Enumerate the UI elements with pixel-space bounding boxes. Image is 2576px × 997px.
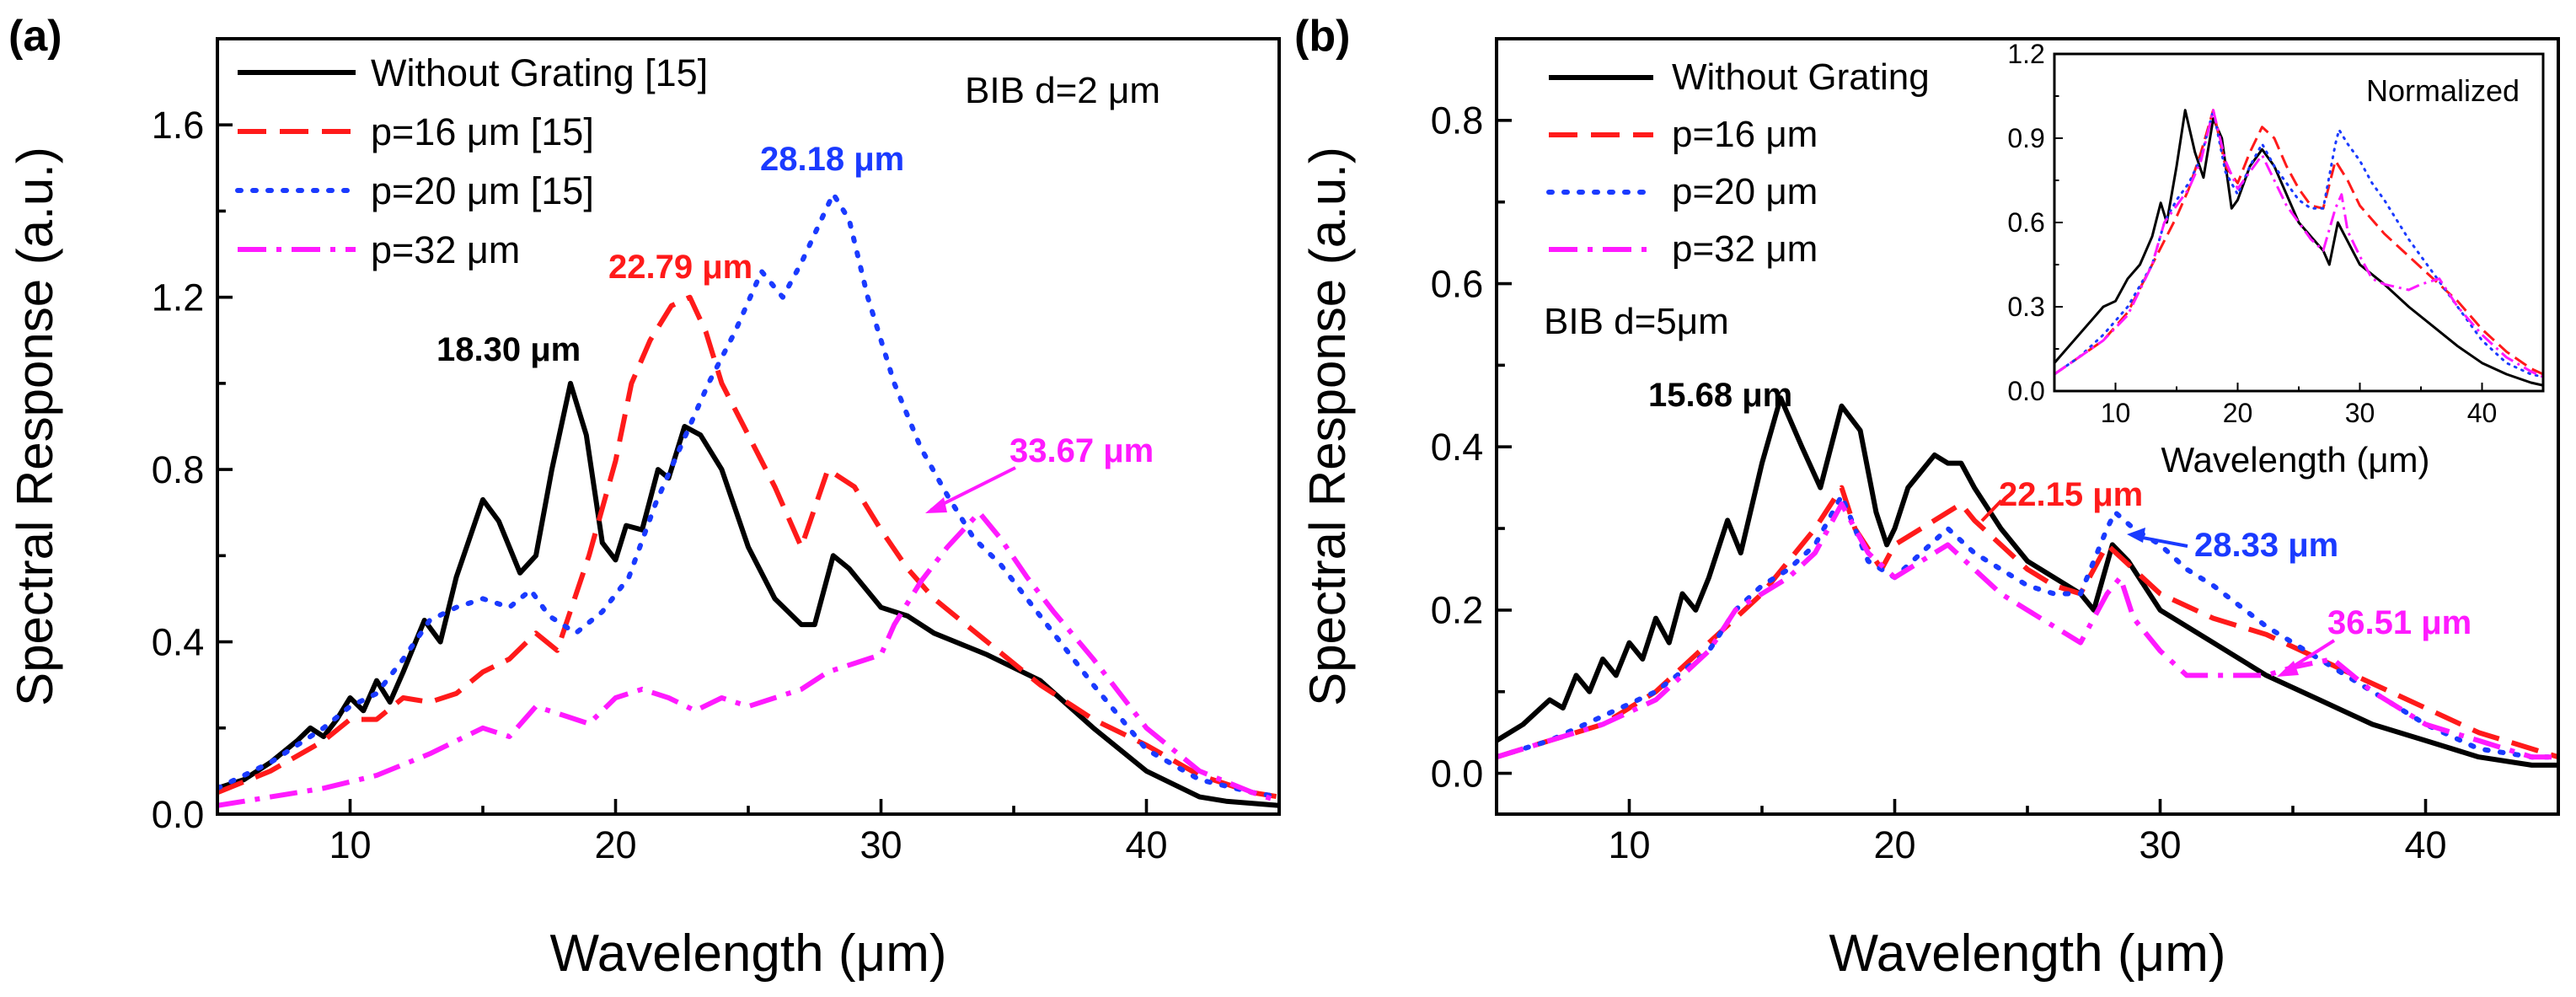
y-tick-label-a: 1.6 — [152, 104, 205, 147]
peak-annotation-22-15: 22.15 μm — [1999, 476, 2143, 513]
legend-label-without-grating-b: Without Grating — [1672, 56, 1930, 98]
peak-annotation-28-33: 28.33 μm — [2194, 527, 2338, 564]
condition-label-a: BIB d=2 μm — [965, 70, 1160, 111]
legend-label-p16-a: p=16 μm [15] — [371, 110, 594, 153]
x-tick-label-b: 40 — [2404, 823, 2446, 866]
chart-inset-normalized: 10 20 30 40 0.0 0.3 0.6 0.9 1.2 Normalized Wavel… — [2007, 39, 2550, 480]
x-tick-label-b-inset: 30 — [2345, 398, 2375, 428]
series-line-b-inset-without-grating — [2054, 109, 2543, 387]
y-tick-label-a: 0.4 — [152, 620, 205, 663]
legend-label-p32-a: p=32 μm — [371, 228, 520, 271]
series-line-a-without-grating-15 — [217, 380, 1279, 808]
x-axis-label-inset: Wavelength (μm) — [2161, 440, 2429, 480]
legend-label-p32-b: p=32 μm — [1672, 228, 1818, 270]
y-tick-label-b-inset: 0.9 — [2007, 123, 2044, 153]
series-line-b-p-32-m — [1497, 501, 2558, 760]
y-tick-label-b: 0.4 — [1431, 426, 1484, 469]
series-line-a-p-20-m-15 — [217, 191, 1279, 800]
peak-annotation-22-79: 22.79 μm — [608, 249, 752, 286]
y-tick-label-b-inset: 0.0 — [2007, 376, 2044, 406]
y-tick-label-a: 1.2 — [152, 276, 205, 319]
legend-label-without-grating-a: Without Grating [15] — [371, 51, 708, 94]
x-tick-label-b: 10 — [1608, 823, 1650, 866]
peak-arrowhead-28-33 — [2127, 528, 2145, 543]
legend-label-p16-b: p=16 μm — [1672, 114, 1818, 155]
series-layer-b — [1497, 395, 2558, 768]
x-tick-label-a: 10 — [329, 823, 371, 866]
y-tick-label-b: 0.6 — [1431, 262, 1484, 305]
legend-a: Without Grating [15] p=16 μm [15] p=20 μ… — [235, 51, 708, 271]
inset-title: Normalized — [2366, 73, 2520, 108]
y-tick-label-a: 0.8 — [152, 448, 205, 491]
series-layer-a — [217, 191, 1279, 808]
y-axis-label-b: Spectral Response (a.u.) — [1299, 147, 1356, 706]
x-axis-label-b: Wavelength (μm) — [1829, 925, 2226, 983]
peak-arrow-33-67 — [930, 466, 1016, 512]
y-tick-label-b: 0.2 — [1431, 589, 1484, 632]
y-tick-label-b: 0.8 — [1431, 99, 1484, 142]
x-tick-label-a: 30 — [860, 823, 902, 866]
ticks-layer-b: 10 20 30 40 0.0 0.2 0.4 0.6 0.8 — [1431, 99, 2560, 866]
chart-panel-b: 10 20 30 40 0.0 0.2 0.4 0.6 0.8 (b) Spectral Res… — [1294, 12, 2560, 983]
peak-annotation-15-68: 15.68 μm — [1648, 377, 1792, 414]
peak-annotation-33-67: 33.67 μm — [1010, 432, 1154, 469]
x-tick-label-a: 20 — [594, 823, 636, 866]
plot-frame-b — [1495, 37, 2560, 816]
x-tick-label-b-inset: 40 — [2467, 398, 2498, 428]
condition-label-b: BIB d=5μm — [1544, 301, 1729, 342]
x-axis-label-a: Wavelength (μm) — [550, 925, 947, 983]
panel-label-b: (b) — [1294, 12, 1350, 61]
peak-annotation-18-30: 18.30 μm — [436, 331, 581, 368]
series-line-b-inset-p-32-m — [2054, 109, 2543, 378]
y-tick-label-b-inset: 0.3 — [2007, 292, 2044, 322]
y-tick-label-b: 0.0 — [1431, 752, 1484, 795]
x-tick-label-b-inset: 20 — [2223, 398, 2253, 428]
peak-annotation-36-51: 36.51 μm — [2327, 604, 2472, 641]
x-tick-label-b-inset: 10 — [2101, 398, 2131, 428]
y-axis-label-a: Spectral Response (a.u.) — [7, 147, 63, 706]
legend-label-p20-b: p=20 μm — [1672, 171, 1818, 212]
peak-arrowhead-36-51 — [2277, 661, 2299, 677]
chart-panel-a: 10 20 30 40 0.0 0.4 0.8 1.2 1.6 (a) Spectral Res… — [7, 12, 1281, 983]
peak-arrow-22-15 — [1980, 499, 2003, 523]
x-tick-label-a: 40 — [1125, 823, 1167, 866]
plot-frame-a — [216, 37, 1281, 816]
peak-arrowhead-33-67 — [925, 497, 947, 513]
series-line-a-p-16-m-15 — [217, 294, 1279, 800]
y-tick-label-b-inset: 1.2 — [2007, 39, 2044, 69]
y-tick-label-b-inset: 0.6 — [2007, 207, 2044, 238]
ticks-layer-a: 10 20 30 40 0.0 0.4 0.8 1.2 1.6 — [152, 104, 1281, 866]
ticks-layer-inset: 10 20 30 40 0.0 0.3 0.6 0.9 1.2 — [2007, 39, 2544, 428]
legend-label-p20-a: p=20 μm [15] — [371, 169, 594, 212]
x-tick-label-b: 30 — [2139, 823, 2181, 866]
series-line-b-without-grating — [1497, 395, 2558, 768]
series-line-b-inset-p-16-m — [2054, 109, 2543, 376]
series-layer-inset — [2054, 109, 2543, 387]
panel-label-a: (a) — [8, 12, 62, 61]
x-tick-label-b: 20 — [1873, 823, 1915, 866]
series-line-a-p-32-m — [217, 510, 1279, 808]
plot-frame-inset — [2053, 52, 2545, 393]
y-tick-label-a: 0.0 — [152, 793, 205, 836]
peak-annotation-28-18: 28.18 μm — [760, 141, 904, 178]
legend-b: Without Grating p=16 μm p=20 μm p=32 μm — [1546, 56, 1930, 270]
